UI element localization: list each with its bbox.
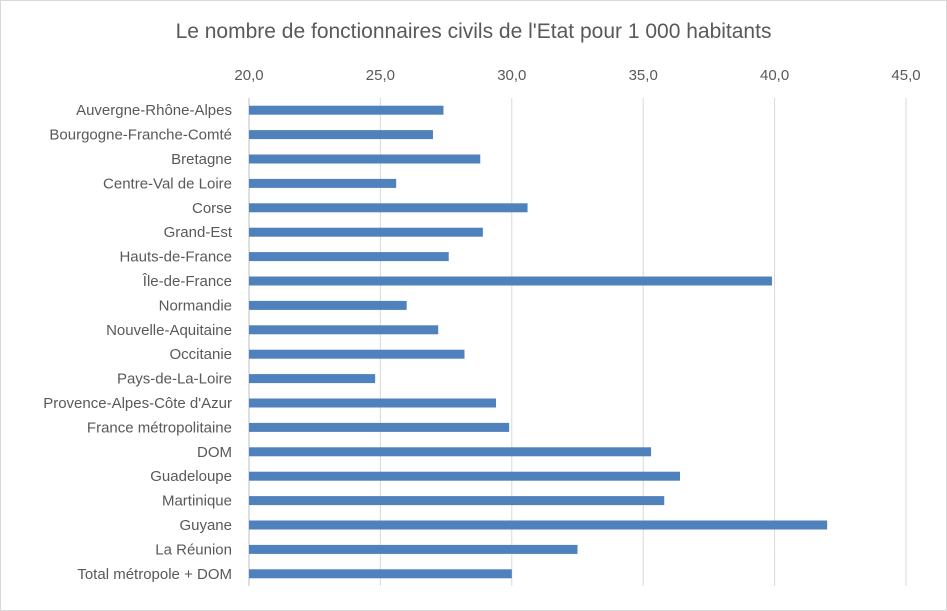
bar xyxy=(249,520,828,530)
bar xyxy=(249,203,528,213)
category-label: Île-de-France xyxy=(142,273,232,290)
category-label: Guadeloupe xyxy=(150,468,232,485)
gridlines xyxy=(248,98,907,586)
bar xyxy=(249,227,483,237)
bar xyxy=(249,130,433,140)
x-tick-label: 25,0 xyxy=(366,67,395,84)
bar xyxy=(249,447,652,457)
category-label: France métropolitaine xyxy=(87,419,232,436)
category-label: Provence-Alpes-Côte d'Azur xyxy=(43,395,232,412)
category-label: Occitanie xyxy=(169,346,232,363)
category-label: Martinique xyxy=(162,493,232,510)
category-label: La Réunion xyxy=(155,541,232,558)
bar xyxy=(249,398,497,408)
bar xyxy=(249,154,481,164)
bar xyxy=(249,496,665,506)
bar xyxy=(249,178,397,188)
bar xyxy=(249,300,407,310)
bar xyxy=(249,471,680,481)
x-tick-label: 30,0 xyxy=(497,67,526,84)
category-label: Guyane xyxy=(179,517,232,534)
category-label: Normandie xyxy=(159,297,232,314)
category-label: Bretagne xyxy=(171,151,232,168)
category-label: Centre-Val de Loire xyxy=(103,175,232,192)
category-label: Auvergne-Rhône-Alpes xyxy=(76,102,232,119)
bar xyxy=(249,544,578,554)
bars xyxy=(249,105,828,579)
x-tick-label: 20,0 xyxy=(234,67,263,84)
bar xyxy=(249,422,510,432)
bar xyxy=(249,325,439,335)
category-label: DOM xyxy=(197,444,232,461)
bar xyxy=(249,105,444,115)
category-label: Total métropole + DOM xyxy=(77,566,232,583)
chart-title: Le nombre de fonctionnaires civils de l'… xyxy=(175,20,772,43)
category-label: Grand-Est xyxy=(164,224,233,241)
y-axis-categories: Auvergne-Rhône-Alpes Bourgogne-Franche-Co… xyxy=(43,102,233,583)
bar xyxy=(249,374,376,384)
category-label: Hauts-de-France xyxy=(119,249,232,266)
bar xyxy=(249,569,512,579)
bar xyxy=(249,349,465,359)
x-tick-label: 45,0 xyxy=(891,67,920,84)
bar xyxy=(249,252,449,262)
category-label: Bourgogne-Franche-Comté xyxy=(49,127,232,144)
category-label: Corse xyxy=(192,200,232,217)
category-label: Nouvelle-Aquitaine xyxy=(106,322,232,339)
category-label: Pays-de-La-Loire xyxy=(117,371,232,388)
x-tick-label: 35,0 xyxy=(629,67,658,84)
x-axis-ticks: 20,0 25,0 30,0 35,0 40,0 45,0 xyxy=(234,67,920,84)
x-tick-label: 40,0 xyxy=(760,67,789,84)
bar xyxy=(249,276,772,286)
